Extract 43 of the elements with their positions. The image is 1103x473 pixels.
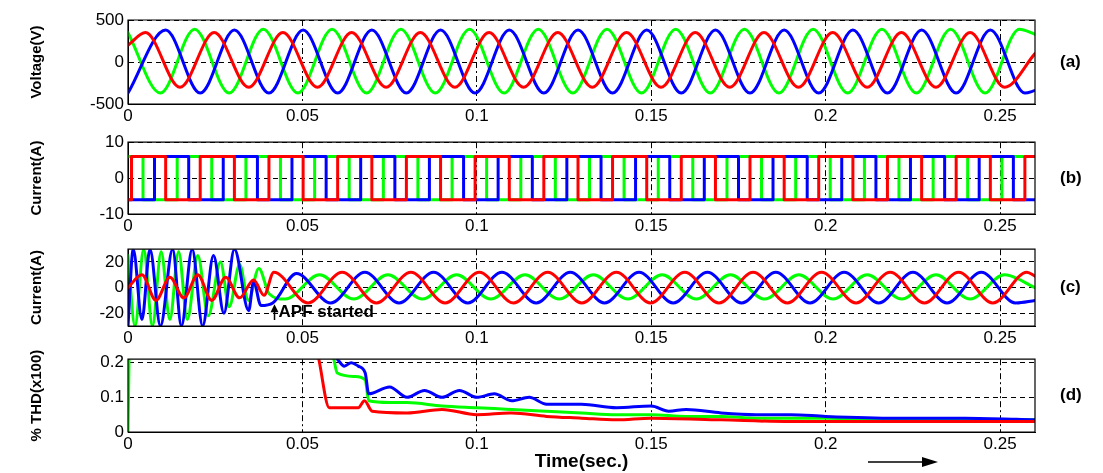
text: (d) [1060, 385, 1082, 405]
x-tick-label: 0.25 [983, 215, 1017, 235]
text: (c) [1060, 277, 1081, 297]
y-tick-label: -10 [99, 203, 124, 223]
y-tick-label: -500 [89, 93, 124, 113]
y-axis-title: % THD(x100) [27, 349, 45, 442]
x-tick-label: 0.1 [465, 327, 489, 347]
x-tick-label: 0.15 [634, 327, 668, 347]
text: (a) [1060, 51, 1081, 71]
x-tick-label: 0.25 [983, 433, 1017, 453]
y-axis-title: Current(A) [27, 140, 45, 216]
annotation: APF started [278, 301, 374, 321]
x-axis-title: Time(sec.) [534, 449, 629, 471]
x-tick-label: 0.25 [983, 327, 1017, 347]
x-tick-label: 0.15 [634, 215, 668, 235]
x-tick-label: 0.1 [465, 105, 489, 125]
line-series [128, 270, 1035, 305]
x-tick-label: 0.05 [285, 327, 319, 347]
x-tick-label: 0.05 [285, 215, 319, 235]
y-tick-label: 0 [114, 277, 124, 297]
line-series [128, 249, 1035, 326]
y-axis-title: Voltage(V) [27, 25, 45, 99]
y-tick-label: 20 [105, 251, 124, 271]
x-tick-label: 0.15 [634, 105, 668, 125]
x-tick-label: 0.1 [465, 433, 489, 453]
y-tick-label: 0.1 [100, 387, 124, 407]
x-tick-label: 0.1 [465, 215, 489, 235]
y-axis-title: Current(A) [27, 250, 45, 326]
x-tick-label: 0.2 [813, 327, 838, 347]
text: (b) [1060, 167, 1082, 187]
y-tick-label: 10 [105, 131, 124, 151]
x-tick-label: 0.05 [285, 105, 319, 125]
y-tick-label: 0.2 [100, 352, 124, 372]
x-tick-label: 0.2 [813, 105, 838, 125]
x-tick-label: 0.2 [813, 433, 838, 453]
y-tick-label: 500 [95, 9, 124, 29]
x-tick-label: 0.25 [983, 105, 1017, 125]
y-tick-label: 0 [114, 51, 124, 71]
x-tick-label: 0.2 [813, 215, 838, 235]
x-tick-label: 0.05 [285, 433, 319, 453]
y-tick-label: 0 [114, 167, 124, 187]
y-tick-label: -20 [99, 302, 124, 322]
x-tick-label: 0.15 [634, 433, 668, 453]
